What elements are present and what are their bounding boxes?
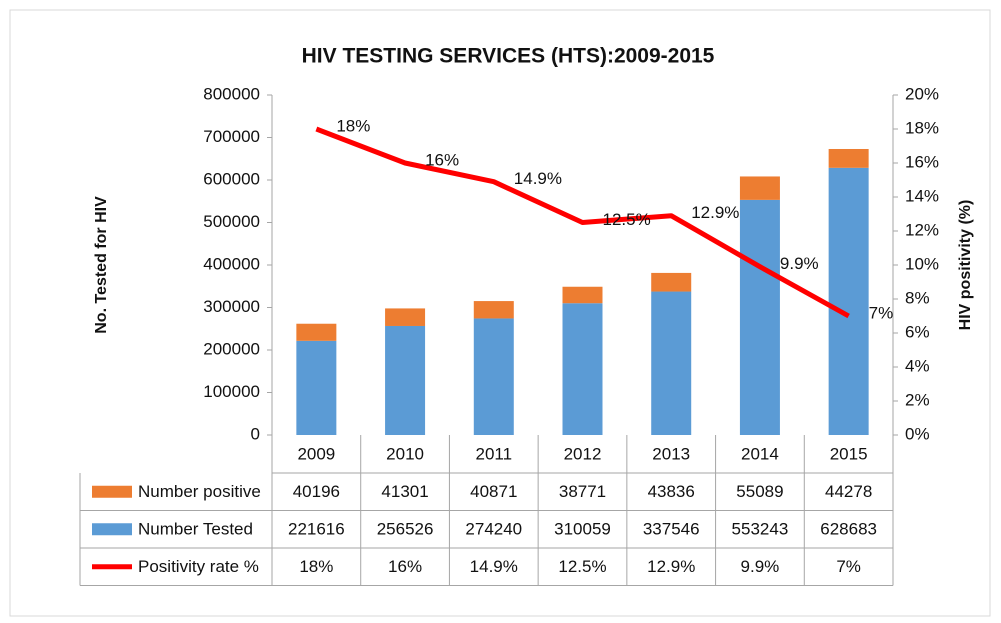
bar (562, 286, 603, 304)
table-cell: 43836 (648, 482, 695, 501)
data-label: 18% (336, 116, 370, 135)
y2-tick-label: 14% (905, 186, 939, 205)
x-tick-label: 2014 (741, 444, 779, 463)
table-cell: 221616 (288, 520, 345, 539)
bar (828, 148, 869, 168)
data-label: 12.9% (691, 203, 739, 222)
y-axis-label: No. Tested for HIV (93, 196, 110, 334)
bar (651, 291, 692, 435)
table-cell: 18% (299, 557, 333, 576)
y-tick-label: 200000 (203, 339, 260, 358)
y2-tick-label: 16% (905, 152, 939, 171)
chart-title: HIV TESTING SERVICES (HTS):2009-2015 (302, 45, 715, 68)
table-cell: 44278 (825, 482, 872, 501)
table-cell: 256526 (377, 520, 434, 539)
legend-swatch (92, 523, 132, 536)
data-label: 16% (425, 150, 459, 169)
table-cell: 40871 (470, 482, 517, 501)
bar (296, 323, 337, 341)
x-tick-label: 2011 (476, 444, 513, 463)
y2-tick-label: 8% (905, 288, 930, 307)
legend-label: Positivity rate % (138, 557, 259, 576)
bar (473, 318, 514, 435)
table-cell: 38771 (559, 482, 606, 501)
y2-tick-label: 2% (905, 390, 930, 409)
bar (385, 308, 426, 326)
table-cell: 337546 (643, 520, 700, 539)
table-cell: 14.9% (470, 557, 518, 576)
bar (739, 176, 780, 200)
y-tick-label: 400000 (203, 254, 260, 273)
table-cell: 41301 (381, 482, 428, 501)
table-cell: 553243 (732, 520, 789, 539)
table-cell: 628683 (820, 520, 877, 539)
y-tick-label: 0 (251, 424, 260, 443)
y-tick-label: 100000 (203, 382, 260, 401)
table-cell: 40196 (293, 482, 340, 501)
x-tick-label: 2009 (297, 444, 335, 463)
x-tick-label: 2015 (830, 444, 868, 463)
y2-tick-label: 10% (905, 254, 939, 273)
data-label: 12.5% (603, 210, 651, 229)
y-tick-label: 800000 (203, 84, 260, 103)
bar (385, 325, 426, 435)
y2-tick-label: 6% (905, 322, 930, 341)
y2-axis-label: HIV positivity (%) (957, 200, 974, 331)
table-cell: 12.9% (647, 557, 695, 576)
data-label: 14.9% (514, 169, 562, 188)
y2-tick-label: 4% (905, 356, 930, 375)
bar (296, 340, 337, 435)
table-cell: 12.5% (558, 557, 606, 576)
legend-swatch (92, 485, 132, 498)
y2-tick-label: 12% (905, 220, 939, 239)
table-cell: 9.9% (741, 557, 780, 576)
table-cell: 16% (388, 557, 422, 576)
x-tick-label: 2010 (386, 444, 424, 463)
legend-label: Number Tested (138, 520, 253, 539)
x-tick-label: 2012 (564, 444, 602, 463)
table-cell: 7% (836, 557, 861, 576)
data-label: 7% (869, 303, 894, 322)
x-tick-label: 2013 (652, 444, 690, 463)
legend-label: Number positive (138, 482, 261, 501)
bar (739, 199, 780, 435)
y2-tick-label: 18% (905, 118, 939, 137)
bar (651, 272, 692, 292)
data-label: 9.9% (780, 254, 819, 273)
y2-tick-label: 0% (905, 424, 930, 443)
y-tick-label: 700000 (203, 127, 260, 146)
y-tick-label: 500000 (203, 212, 260, 231)
y-tick-label: 600000 (203, 169, 260, 188)
bar (828, 167, 869, 435)
bar (562, 303, 603, 435)
y-tick-label: 300000 (203, 297, 260, 316)
bar (473, 301, 514, 319)
table-cell: 55089 (736, 482, 783, 501)
table-cell: 274240 (465, 520, 522, 539)
table-cell: 310059 (554, 520, 611, 539)
line (315, 126, 850, 319)
y2-tick-label: 20% (905, 84, 939, 103)
